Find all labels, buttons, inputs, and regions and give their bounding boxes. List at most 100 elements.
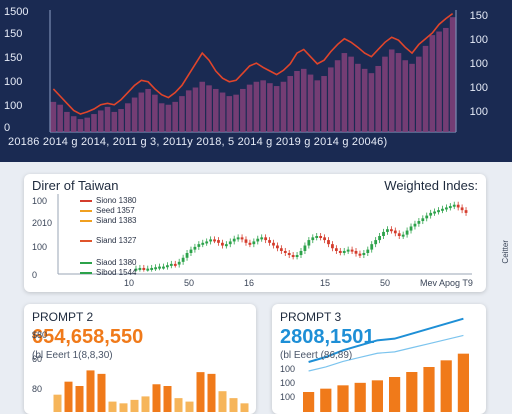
bar: [354, 382, 366, 412]
small-y-label: 80: [32, 384, 43, 394]
bar: [287, 76, 293, 132]
bar: [152, 384, 161, 412]
bar: [240, 88, 246, 132]
series-line-secondary: [308, 334, 464, 372]
candle: [150, 267, 154, 270]
top-y-label-left: 150: [4, 28, 23, 40]
bar: [199, 81, 206, 132]
candle: [197, 244, 201, 247]
legend-item: Siand 1327: [80, 236, 136, 245]
small-y-label: 60: [32, 354, 43, 364]
candle: [162, 266, 165, 269]
candle: [264, 237, 268, 241]
bar: [185, 90, 192, 132]
candle: [252, 241, 256, 245]
bar: [192, 87, 199, 132]
bar: [436, 31, 442, 132]
top-y-label-right: 150: [469, 10, 488, 22]
candle: [177, 261, 181, 265]
mid-x-label: 50: [184, 278, 195, 288]
mid-y-label: 100: [32, 196, 48, 206]
candle: [181, 257, 185, 262]
candle: [272, 242, 275, 246]
candle: [346, 249, 350, 252]
top-y-label-right: 100: [469, 106, 488, 118]
candle: [146, 268, 150, 271]
bar: [226, 96, 233, 132]
candle: [217, 240, 220, 243]
top-y-label-right: 100: [469, 34, 488, 46]
candle: [323, 237, 326, 241]
bar: [395, 53, 402, 132]
candle: [213, 239, 216, 242]
candle: [358, 253, 362, 256]
bar: [64, 381, 73, 412]
candle: [299, 250, 303, 256]
bar: [84, 117, 90, 132]
bar: [174, 398, 183, 412]
headline-value: 2808,1501: [280, 326, 375, 348]
chart-title-right: Weighted Indes:: [384, 178, 478, 193]
candle: [189, 249, 193, 253]
candle: [409, 226, 413, 231]
candle: [413, 223, 417, 227]
legend-swatch: [80, 239, 92, 242]
small-y-label: 100: [280, 378, 296, 388]
candle: [224, 244, 228, 247]
bar: [260, 80, 266, 132]
bar: [104, 106, 111, 132]
candle: [378, 236, 381, 241]
bar: [429, 35, 436, 132]
candle: [166, 265, 169, 268]
candlestick-card: Direr of Taiwan Weighted Indes: 100 2010…: [24, 174, 486, 292]
legend-swatch: [80, 209, 92, 212]
candle: [307, 240, 311, 246]
candle: [366, 249, 370, 253]
candle: [338, 250, 342, 253]
bar: [294, 71, 300, 132]
bar: [440, 360, 452, 412]
bar: [163, 386, 172, 412]
bar: [355, 63, 361, 132]
bar: [321, 76, 327, 132]
legend-label: Siand 1383: [96, 216, 137, 225]
bar: [371, 380, 383, 412]
bar: [337, 385, 349, 412]
series-line: [52, 12, 454, 115]
sub-value: (bl Eeert (86,89): [280, 350, 353, 361]
candle: [417, 221, 421, 224]
bar: [125, 103, 131, 132]
top-combo-chart: [49, 10, 457, 133]
bar: [97, 110, 104, 132]
candle: [158, 266, 161, 269]
mid-y-label: 100: [32, 242, 48, 252]
candle: [169, 263, 173, 266]
bar: [409, 63, 415, 132]
candle: [236, 237, 240, 240]
candle: [134, 268, 138, 271]
candle: [382, 231, 385, 236]
bar: [97, 373, 106, 412]
bar: [423, 367, 435, 412]
bar: [91, 114, 97, 132]
candle: [283, 250, 287, 253]
legend-swatch: [80, 219, 92, 222]
candle: [386, 229, 389, 232]
bar: [348, 56, 354, 132]
mid-y-label: 2010: [32, 218, 53, 228]
candle: [389, 229, 393, 232]
small-y-label: $80: [32, 330, 48, 340]
bar: [179, 96, 185, 132]
bar: [165, 104, 172, 132]
candle: [421, 218, 425, 222]
bar: [219, 92, 226, 132]
bar: [246, 84, 253, 132]
candle: [228, 241, 232, 245]
candle: [448, 206, 452, 209]
bar: [406, 372, 418, 412]
candle: [185, 253, 189, 258]
mid-x-label: 50: [380, 278, 391, 288]
legend-label: Sibod 1544: [96, 268, 137, 277]
candle: [193, 246, 197, 250]
bar: [119, 403, 128, 412]
